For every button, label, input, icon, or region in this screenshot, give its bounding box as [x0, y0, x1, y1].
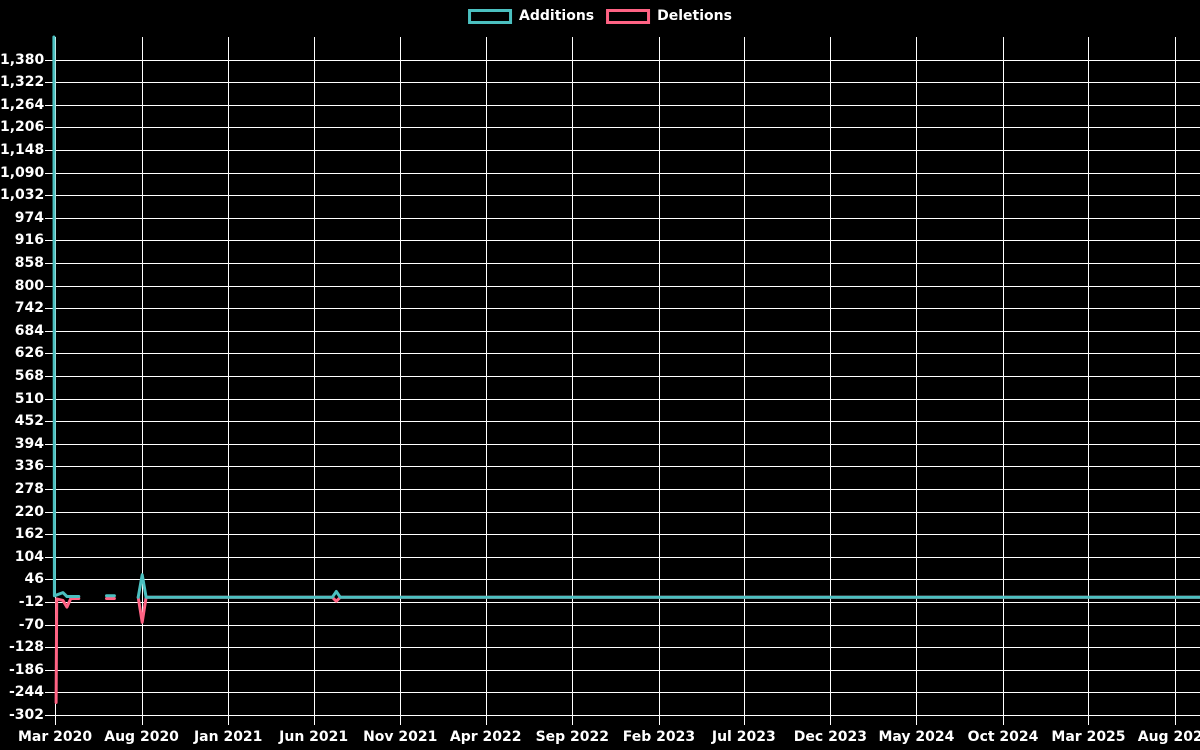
x-tick-label: Aug 2020	[104, 729, 179, 745]
y-tick-label: 220	[14, 503, 44, 520]
y-tick-label: 568	[14, 368, 44, 384]
y-tick-label: 510	[14, 390, 44, 407]
x-tick-label: Nov 2021	[363, 729, 438, 745]
y-tick-label: 916	[14, 232, 44, 249]
y-tick-label: 1,206	[0, 119, 45, 136]
legend-swatch-additions-icon	[468, 8, 513, 24]
y-tick-label: 800	[14, 277, 44, 294]
y-tick-label: -244	[8, 684, 44, 701]
y-tick-label: 1,264	[0, 96, 45, 113]
chart-legend: Additions Deletions	[468, 6, 732, 26]
y-tick-label: 46	[24, 571, 44, 588]
y-tick-label: 1,380	[0, 51, 45, 68]
legend-label-deletions: Deletions	[657, 8, 732, 24]
legend-label-additions: Additions	[519, 8, 595, 24]
y-tick-label: -70	[18, 616, 44, 633]
y-tick-label: 1,032	[0, 187, 45, 204]
y-tick-label: -186	[8, 661, 44, 678]
x-tick-label: Dec 2023	[793, 729, 868, 745]
y-tick-label: 394	[14, 435, 44, 452]
y-tick-label: 858	[14, 255, 44, 271]
x-tick-label: May 2024	[878, 729, 955, 745]
legend-item-deletions[interactable]: Deletions	[606, 6, 732, 26]
y-tick-label: 684	[14, 322, 44, 339]
y-tick-label: -128	[8, 639, 44, 656]
series-line-additions	[136, 573, 1200, 599]
y-tick-label: 1,148	[0, 142, 45, 158]
x-tick-label: Aug 2025	[1137, 729, 1200, 745]
x-tick-label: Sep 2022	[535, 729, 610, 745]
x-tick-label: Oct 2024	[967, 729, 1039, 745]
x-tick-label: Mar 2025	[1051, 729, 1126, 745]
series-line-deletions	[54, 597, 81, 704]
series-line-deletions	[136, 595, 1200, 624]
y-tick-label: 278	[14, 481, 44, 497]
y-tick-label: 162	[14, 526, 44, 543]
y-tick-label: 452	[14, 413, 44, 430]
x-tick-label: Jan 2021	[193, 729, 263, 745]
y-tick-label: 104	[14, 548, 44, 565]
y-tick-label: 742	[14, 300, 44, 317]
y-tick-label: 974	[14, 209, 44, 226]
y-tick-label: -12	[18, 594, 44, 610]
y-tick-label: 1,090	[0, 164, 45, 181]
legend-swatch-deletions-icon	[606, 8, 651, 24]
y-tick-label: 1,322	[0, 74, 45, 91]
x-tick-label: Jun 2021	[279, 729, 349, 745]
x-tick-label: Apr 2022	[449, 729, 522, 745]
series-line-additions	[52, 35, 81, 598]
legend-item-additions[interactable]: Additions	[468, 6, 594, 26]
x-tick-label: Mar 2020	[17, 729, 93, 745]
y-tick-label: -302	[8, 707, 44, 723]
y-tick-label: 336	[14, 458, 44, 475]
y-tick-label: 626	[14, 345, 44, 362]
x-tick-label: Jul 2023	[711, 729, 776, 745]
x-tick-label: Feb 2023	[622, 729, 696, 745]
